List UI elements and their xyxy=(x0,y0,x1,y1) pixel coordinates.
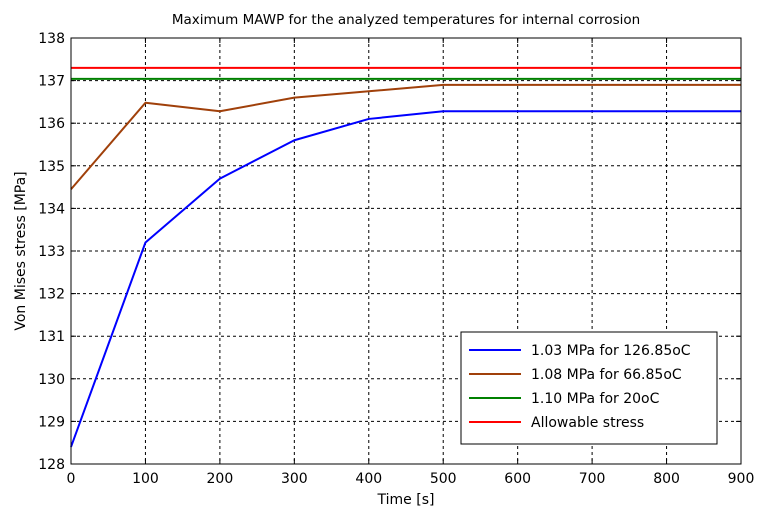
y-tick-label: 130 xyxy=(38,372,65,388)
legend-label: 1.03 MPa for 126.85oC xyxy=(531,343,691,359)
y-tick-label: 128 xyxy=(38,457,65,473)
x-tick-label: 700 xyxy=(579,471,606,487)
x-tick-label: 500 xyxy=(430,471,457,487)
x-tick-label: 600 xyxy=(504,471,531,487)
legend: 1.03 MPa for 126.85oC 1.08 MPa for 66.85o… xyxy=(460,331,718,445)
x-tick-label: 100 xyxy=(132,471,159,487)
x-tick-label: 300 xyxy=(281,471,308,487)
series-lines xyxy=(70,66,741,448)
series-line-1 xyxy=(70,110,741,448)
y-tick-label: 135 xyxy=(38,159,65,175)
y-tick-label: 129 xyxy=(38,414,65,430)
x-tick-label: 400 xyxy=(355,471,382,487)
series-line-2 xyxy=(70,83,741,190)
x-tick-label: 900 xyxy=(728,471,755,487)
x-tick-label: 800 xyxy=(653,471,680,487)
y-axis-title: Von Mises stress [MPa] xyxy=(13,171,29,330)
y-tick-label: 132 xyxy=(38,287,65,303)
y-tick-label: 138 xyxy=(38,31,65,47)
y-tick-label: 131 xyxy=(38,329,65,345)
y-tick-label: 133 xyxy=(38,244,65,260)
legend-label: 1.08 MPa for 66.85oC xyxy=(531,367,682,383)
x-axis-title: Time [s] xyxy=(377,492,435,508)
legend-label: 1.10 MPa for 20oC xyxy=(531,391,660,407)
x-tick-label: 0 xyxy=(67,471,76,487)
legend-label: Allowable stress xyxy=(531,415,644,431)
y-tick-label: 137 xyxy=(38,74,65,90)
chart-title: Maximum MAWP for the analyzed temperatur… xyxy=(172,12,640,28)
y-tick-label: 136 xyxy=(38,116,65,132)
x-axis-ticks: 0 100 200 300 400 500 600 700 800 900 xyxy=(67,38,755,487)
y-axis-ticks: 128 129 130 131 132 133 134 135 136 137 138 xyxy=(38,31,741,473)
y-tick-label: 134 xyxy=(38,201,65,217)
x-tick-label: 200 xyxy=(207,471,234,487)
